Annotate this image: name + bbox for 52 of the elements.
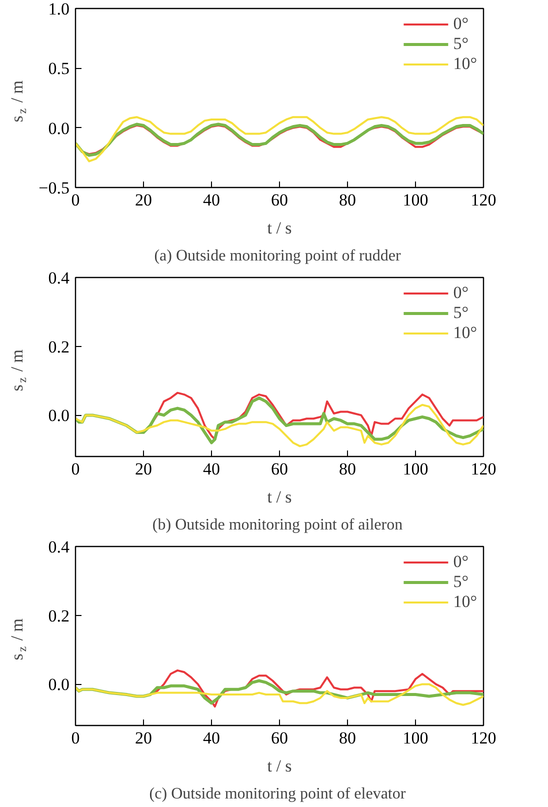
x-tick-label: 0 — [71, 728, 80, 748]
y-tick-label: 0.0 — [48, 406, 70, 426]
y-axis-title: sz / m — [8, 80, 29, 122]
x-tick-label: 120 — [470, 728, 496, 748]
y-tick-label: 1.0 — [48, 0, 70, 18]
y-tick-label: 0.2 — [48, 606, 70, 626]
y-tick-label: 0.5 — [48, 59, 70, 78]
x-tick-label: 20 — [135, 460, 152, 478]
y-tick-label: −0.5 — [38, 178, 70, 198]
legend-label: 0° — [453, 14, 470, 34]
legend-label: 5° — [453, 34, 470, 54]
text: (b) Outside monitoring point of aileron — [152, 516, 403, 534]
x-tick-label: 60 — [271, 460, 288, 478]
x-tick-label: 20 — [135, 728, 152, 748]
x-tick-label: 40 — [203, 460, 220, 478]
line-series — [76, 116, 484, 162]
y-tick-label: 0.0 — [48, 118, 70, 138]
x-tick-label: 100 — [402, 728, 428, 748]
legend-label: 5° — [453, 303, 470, 323]
legend-label: 5° — [453, 572, 470, 592]
y-axis-title: sz / m — [8, 349, 29, 392]
x-tick-label: 20 — [135, 190, 152, 210]
y-axis-title: sz / m — [8, 618, 29, 660]
text: (a) Outside monitoring point of rudder — [154, 248, 402, 264]
y-tick-label: 0.2 — [48, 337, 70, 356]
x-tick-label: 40 — [203, 728, 220, 748]
x-tick-label: 60 — [271, 728, 288, 748]
y-tick-label: 0.0 — [48, 675, 70, 694]
legend-label: 10° — [453, 592, 477, 612]
x-axis-title: t / s — [267, 488, 292, 506]
x-tick-label: 120 — [470, 190, 496, 210]
x-axis-title: t / s — [267, 218, 292, 238]
x-tick-label: 0 — [71, 190, 80, 210]
legend-label: 0° — [453, 283, 470, 303]
legend-label: 10° — [453, 323, 477, 343]
x-tick-label: 100 — [402, 190, 428, 210]
x-axis-title: t / s — [267, 756, 292, 776]
line-series — [76, 683, 484, 706]
x-tick-label: 0 — [71, 460, 80, 478]
x-tick-label: 40 — [203, 190, 220, 210]
y-tick-label: 0.4 — [48, 268, 70, 288]
legend-label: 10° — [453, 54, 477, 74]
x-tick-label: 80 — [339, 190, 356, 210]
legend-label: 0° — [453, 552, 470, 572]
x-tick-label: 100 — [402, 460, 428, 478]
x-tick-label: 60 — [271, 190, 288, 210]
x-tick-label: 80 — [339, 460, 356, 478]
text: (c) Outside monitoring point of elevator — [149, 786, 406, 802]
x-tick-label: 120 — [470, 460, 496, 478]
x-tick-label: 80 — [339, 728, 356, 748]
line-series — [76, 404, 484, 448]
y-tick-label: 0.4 — [48, 538, 70, 556]
